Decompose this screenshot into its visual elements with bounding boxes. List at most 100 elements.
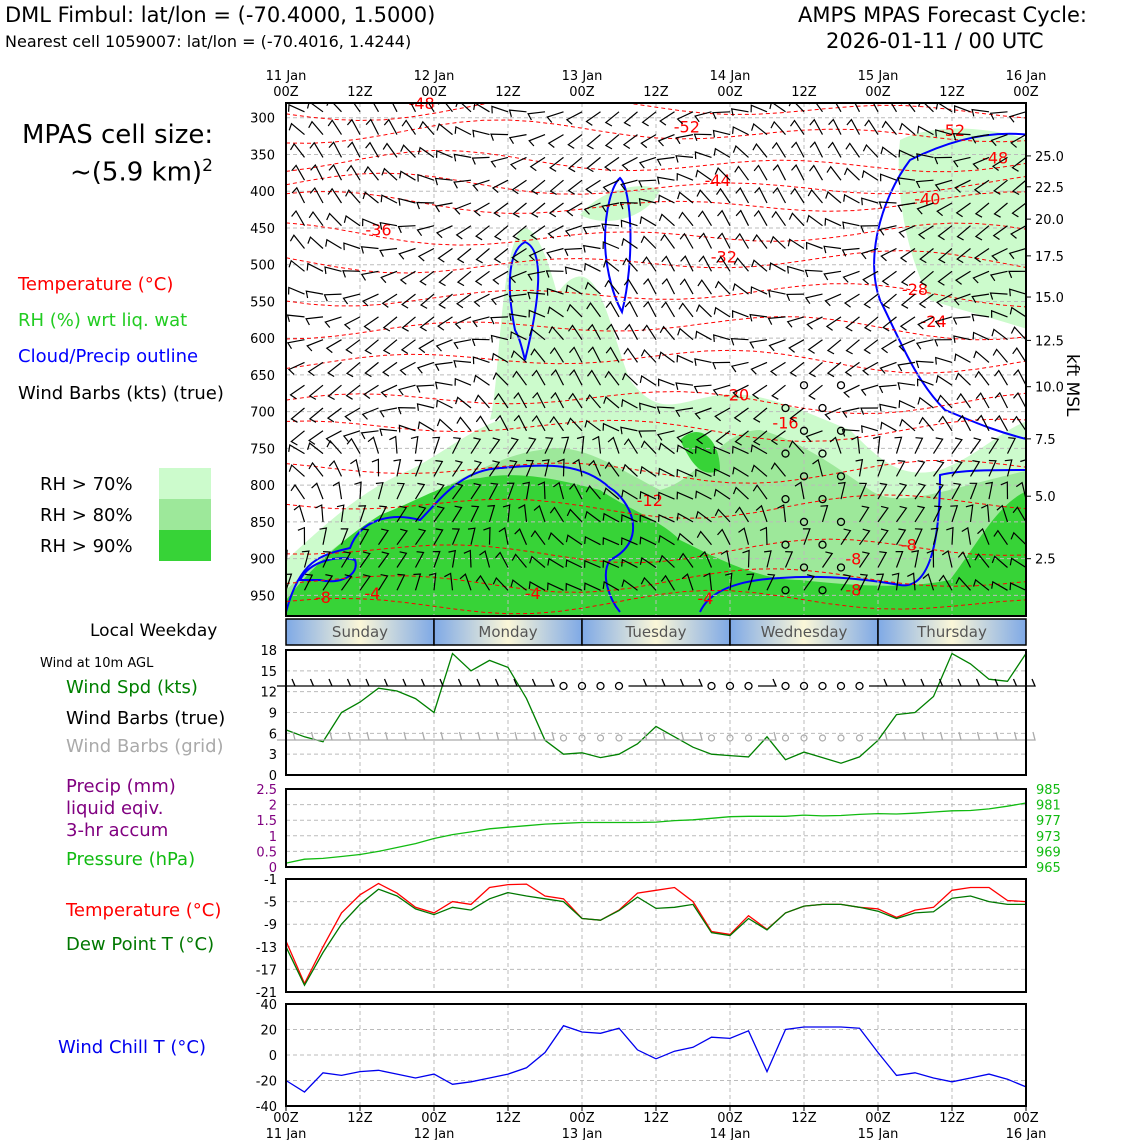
wind-barb bbox=[382, 142, 398, 158]
wind-barb bbox=[695, 304, 712, 318]
wind-barb bbox=[677, 327, 694, 341]
wind-calm-marker bbox=[781, 449, 790, 458]
wind-barb bbox=[898, 339, 916, 352]
grid-wind-barb bbox=[887, 731, 907, 741]
isotherm-label: -36 bbox=[365, 220, 391, 239]
wind-barb bbox=[973, 350, 990, 363]
wind-barb bbox=[640, 348, 657, 363]
wind-barb bbox=[435, 225, 453, 239]
wind-barb bbox=[472, 316, 490, 328]
wind-barb bbox=[713, 306, 731, 318]
wind-barb bbox=[772, 186, 787, 204]
wind-barb bbox=[451, 505, 463, 523]
wind-barb bbox=[493, 225, 509, 241]
wind-barb bbox=[400, 144, 416, 158]
grid-wind-barb bbox=[406, 731, 426, 741]
wind-barb bbox=[843, 293, 860, 308]
surface-calm-marker bbox=[559, 681, 568, 691]
bottom-hour-label: 00Z bbox=[273, 1111, 299, 1126]
wind-barb bbox=[382, 316, 398, 332]
wind-barb bbox=[565, 284, 583, 295]
wind-barb bbox=[640, 440, 657, 455]
wind-barb bbox=[845, 142, 860, 158]
wind-barb bbox=[448, 549, 457, 568]
wind-barb bbox=[732, 486, 749, 500]
wind-barb bbox=[656, 406, 675, 414]
xs-top-hour-label: 00Z bbox=[421, 85, 447, 100]
weekday-cell bbox=[877, 618, 1027, 646]
wind-barb bbox=[899, 316, 916, 331]
wind-barb bbox=[290, 483, 305, 500]
wind-barb bbox=[862, 361, 879, 376]
wind-barb bbox=[880, 339, 897, 354]
wind-barb bbox=[621, 558, 638, 569]
wind-barb bbox=[382, 339, 398, 355]
wind-barb bbox=[712, 361, 731, 370]
wind-barb bbox=[824, 407, 842, 421]
wind-barb bbox=[432, 550, 441, 568]
wind-barb bbox=[584, 510, 601, 523]
surface-calm-marker bbox=[707, 681, 716, 691]
wind-barb bbox=[507, 460, 518, 477]
wind-barb bbox=[470, 505, 480, 523]
wind-barb bbox=[502, 504, 511, 522]
wind-barb bbox=[862, 270, 879, 285]
wind-barb bbox=[746, 573, 755, 591]
wind-barb bbox=[566, 303, 583, 318]
wind-barb bbox=[658, 351, 675, 363]
wind-barb bbox=[360, 246, 379, 254]
xs-top-hour-label: 00Z bbox=[865, 85, 891, 100]
wind-barb bbox=[470, 482, 482, 500]
wind-barb bbox=[326, 407, 342, 423]
xs-top-date-label: 11 Jan bbox=[266, 69, 307, 84]
wind-barb bbox=[638, 430, 657, 438]
grid-calm-marker bbox=[707, 734, 716, 742]
wind-barb bbox=[601, 223, 620, 232]
wind-barb bbox=[364, 361, 379, 378]
wind-barb bbox=[827, 141, 842, 158]
wind-barb bbox=[877, 551, 888, 568]
wind-barb bbox=[587, 369, 602, 386]
wind-barb bbox=[604, 461, 620, 477]
wind-barb bbox=[993, 202, 1008, 218]
wind-barb bbox=[301, 550, 310, 568]
wind-calm-marker bbox=[836, 563, 846, 572]
wind-barb bbox=[639, 490, 657, 500]
wind-barb bbox=[416, 384, 435, 393]
wind-barb bbox=[680, 255, 694, 272]
wind-barb bbox=[379, 247, 398, 257]
wind-calm-marker bbox=[799, 381, 809, 390]
wind-barb bbox=[572, 458, 583, 477]
cross-section-frame bbox=[285, 102, 1027, 617]
wind-barb bbox=[346, 118, 361, 135]
wind-barb bbox=[752, 143, 768, 158]
wind-barb bbox=[623, 347, 638, 363]
wind-barb bbox=[752, 233, 768, 249]
wind-barb bbox=[638, 179, 657, 188]
wind-barb bbox=[961, 526, 972, 545]
isotherm-label: -16 bbox=[772, 414, 798, 433]
surface-calm-marker bbox=[744, 681, 753, 691]
isotherm-label: -8 bbox=[901, 536, 917, 555]
bottom-hour-label: 12Z bbox=[347, 1111, 373, 1126]
wind-barb bbox=[676, 111, 694, 125]
wind-barb bbox=[567, 156, 583, 173]
wind-barb bbox=[372, 103, 380, 113]
wind-barb bbox=[347, 141, 361, 158]
wind-barb bbox=[858, 573, 869, 591]
wind-barb bbox=[377, 505, 388, 523]
wind-barb bbox=[453, 153, 472, 162]
cell-size-label: MPAS cell size: bbox=[22, 120, 214, 150]
wind-barb bbox=[511, 553, 527, 568]
wind-barb bbox=[953, 293, 971, 306]
panel-ytick-label: 0 bbox=[269, 769, 277, 784]
wind-barb bbox=[565, 582, 583, 591]
wind-barb bbox=[878, 201, 897, 209]
wind-barb bbox=[549, 415, 564, 432]
wind-barb bbox=[805, 241, 823, 250]
wind-barb bbox=[876, 573, 885, 591]
wind-barb bbox=[432, 436, 441, 454]
wind-barb bbox=[676, 444, 694, 455]
wind-barb bbox=[950, 505, 959, 523]
wind-calm-marker bbox=[818, 449, 827, 458]
